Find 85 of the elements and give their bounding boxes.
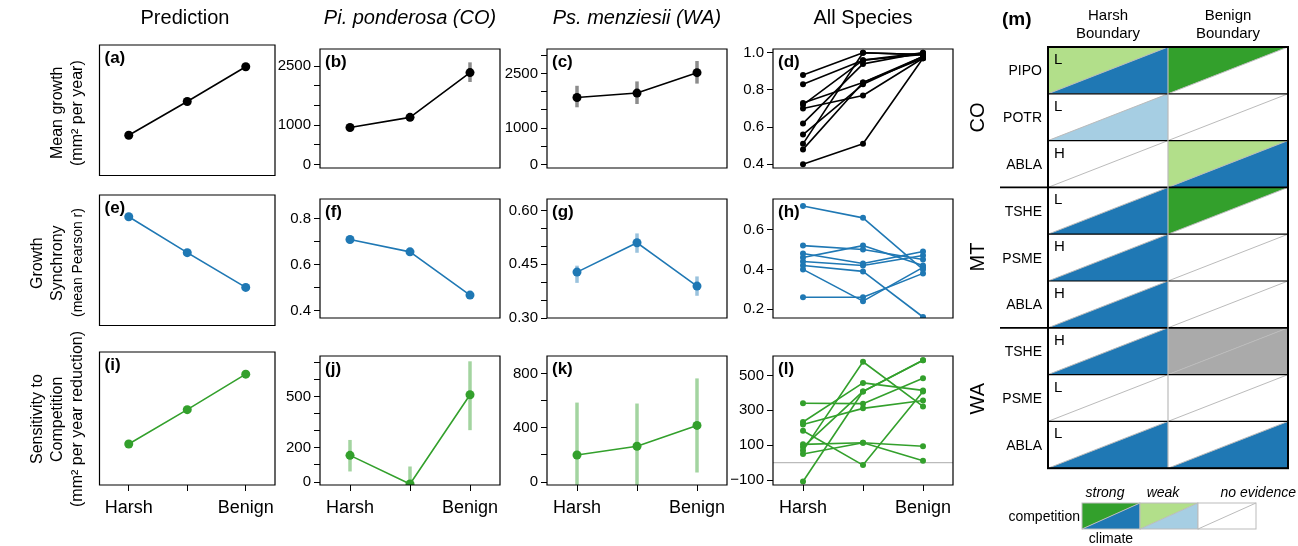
y-tick-label: 1.0 bbox=[743, 42, 764, 60]
x-tick-label: Harsh bbox=[552, 496, 602, 517]
y-tick-label: 1000 bbox=[504, 118, 538, 136]
annotation: (j) bbox=[325, 359, 342, 379]
x-tick-label: Harsh bbox=[778, 496, 828, 517]
category-label: PIPO bbox=[1008, 62, 1042, 79]
annotation: (g) bbox=[552, 202, 574, 222]
category-label: PSME bbox=[1002, 249, 1042, 266]
y-tick-label: 300 bbox=[738, 400, 764, 418]
text: WA bbox=[965, 381, 989, 417]
annotation: (b) bbox=[325, 52, 347, 72]
y-tick-label: 2500 bbox=[504, 63, 538, 81]
y-tick-label: 800 bbox=[512, 363, 538, 381]
chart-title: All Species bbox=[812, 6, 914, 29]
chart-title: Pi. ponderosa (CO) bbox=[322, 6, 498, 29]
y-tick-label: 0.4 bbox=[743, 154, 764, 172]
y-tick-label: 0.6 bbox=[743, 117, 764, 135]
annotation: (l) bbox=[778, 359, 795, 379]
y-tick-label: 400 bbox=[512, 417, 538, 435]
category-label: ABLA bbox=[1006, 156, 1042, 172]
text: CO bbox=[965, 101, 989, 135]
category-label: TSHE bbox=[1004, 202, 1042, 219]
text: L bbox=[1054, 377, 1063, 395]
category-label: TSHE bbox=[1004, 343, 1042, 360]
y-tick-label: 0.30 bbox=[508, 308, 538, 326]
category-label: ABLA bbox=[1006, 296, 1042, 313]
annotation: (d) bbox=[778, 52, 800, 72]
text: H bbox=[1054, 330, 1065, 348]
annotation: (c) bbox=[552, 52, 573, 72]
x-tick-label: Benign bbox=[441, 496, 499, 517]
text: (m) bbox=[1002, 8, 1032, 30]
category-label: Harsh Boundary bbox=[1074, 6, 1142, 42]
x-tick-label: Harsh bbox=[325, 496, 375, 517]
text: weak bbox=[1145, 484, 1181, 500]
y-tick-label: 0.2 bbox=[743, 299, 764, 317]
annotation: (k) bbox=[552, 359, 573, 379]
y-tick-label: 0.6 bbox=[290, 254, 311, 272]
y-tick-label: 1000 bbox=[277, 115, 311, 133]
y-tick-label: 0.6 bbox=[743, 219, 764, 237]
y-tick-label: 0.4 bbox=[290, 300, 311, 318]
y-tick-label: 500 bbox=[285, 386, 311, 404]
annotation: (e) bbox=[104, 198, 126, 218]
category-label: Benign Boundary bbox=[1194, 6, 1262, 42]
y-tick-label: −100 bbox=[730, 470, 764, 488]
x-tick-label: Benign bbox=[894, 496, 952, 517]
category-label: PSME bbox=[1002, 390, 1042, 406]
y-tick-label: 100 bbox=[738, 435, 764, 453]
y-tick-label: 0 bbox=[529, 472, 538, 490]
text: no evidence bbox=[1220, 484, 1296, 500]
y-tick-label: 0.8 bbox=[743, 80, 764, 98]
category-label: ABLA bbox=[1006, 436, 1042, 453]
y-tick-label: 200 bbox=[285, 437, 311, 455]
annotation: (h) bbox=[778, 202, 800, 222]
text: climate bbox=[1087, 530, 1135, 546]
y-tick-label: 0 bbox=[302, 472, 311, 490]
text: H bbox=[1054, 284, 1065, 301]
text: L bbox=[1054, 424, 1063, 442]
chart-title: Ps. menziesii (WA) bbox=[551, 6, 723, 29]
y-axis-title: Growth Synchrony (mean Pearson r) bbox=[27, 208, 86, 317]
y-tick-label: 2500 bbox=[277, 56, 311, 74]
text: L bbox=[1054, 190, 1063, 208]
text: strong bbox=[1084, 484, 1126, 500]
text: H bbox=[1054, 143, 1065, 161]
y-axis-title: Mean growth (mm² per year) bbox=[47, 59, 86, 166]
text: (i) bbox=[104, 355, 121, 375]
y-tick-label: 0.8 bbox=[290, 209, 311, 227]
y-tick-label: 0.45 bbox=[508, 254, 538, 272]
x-tick-label: Benign bbox=[217, 496, 274, 517]
y-tick-label: 0 bbox=[302, 154, 311, 172]
chart-title: Prediction bbox=[139, 6, 231, 29]
y-tick-label: 500 bbox=[738, 365, 764, 383]
annotation: (a) bbox=[104, 48, 126, 68]
x-tick-label: Harsh bbox=[104, 496, 153, 517]
category-label: POTR bbox=[1003, 109, 1042, 126]
y-tick-label: 0.4 bbox=[743, 259, 764, 277]
x-tick-label: Benign bbox=[668, 496, 726, 517]
text: L bbox=[1054, 96, 1063, 114]
text: MT bbox=[965, 242, 989, 275]
text: competition bbox=[1007, 508, 1080, 524]
y-axis-title: Sensitivity to Competition (mm² per year reduction) bbox=[27, 330, 86, 507]
text: H bbox=[1054, 237, 1065, 255]
text: L bbox=[1054, 50, 1063, 67]
annotation: (f) bbox=[325, 202, 342, 222]
y-tick-label: 0.60 bbox=[508, 200, 538, 218]
y-tick-label: 0 bbox=[529, 154, 538, 172]
